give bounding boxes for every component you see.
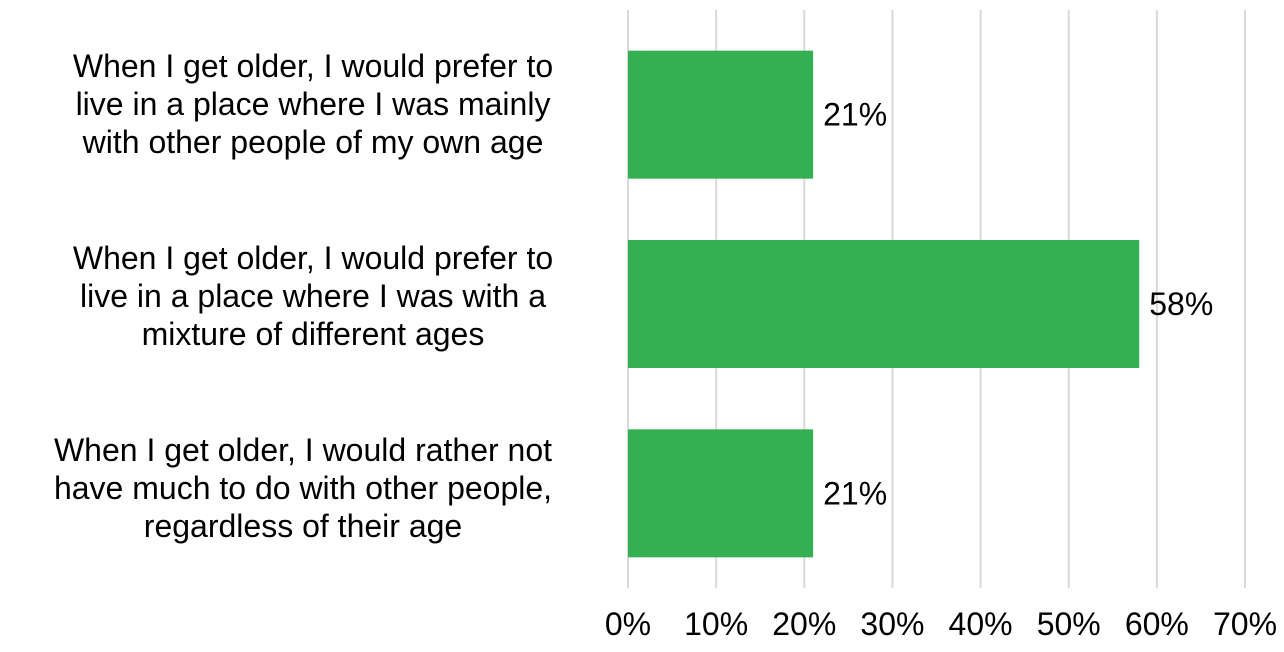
data-label-1: 58% (1149, 286, 1213, 322)
bars (628, 50, 1140, 558)
data-labels: 21% 58% 21% (823, 97, 1213, 512)
category-label-mixed-ages: When I get older, I would prefer to live… (72, 240, 554, 352)
data-label-2: 21% (823, 475, 887, 511)
x-tick-label-30: 30% (860, 606, 924, 642)
data-label-0: 21% (823, 97, 887, 133)
x-axis-ticks: 0% 10% 20% 30% 40% 50% 60% 70% (605, 606, 1277, 642)
x-tick-label-70: 70% (1213, 606, 1277, 642)
bar-1 (628, 240, 1140, 368)
bar-2 (628, 429, 814, 558)
x-tick-label-60: 60% (1125, 606, 1189, 642)
category-label-own-age: When I get older, I would prefer to live… (72, 48, 554, 160)
x-tick-label-0: 0% (605, 606, 651, 642)
bar-0 (628, 50, 814, 179)
x-tick-label-50: 50% (1037, 606, 1101, 642)
category-label-no-contact: When I get older, I would rather not hav… (53, 432, 553, 544)
x-tick-label-40: 40% (949, 606, 1013, 642)
x-tick-label-20: 20% (772, 606, 836, 642)
x-tick-label-10: 10% (684, 606, 748, 642)
